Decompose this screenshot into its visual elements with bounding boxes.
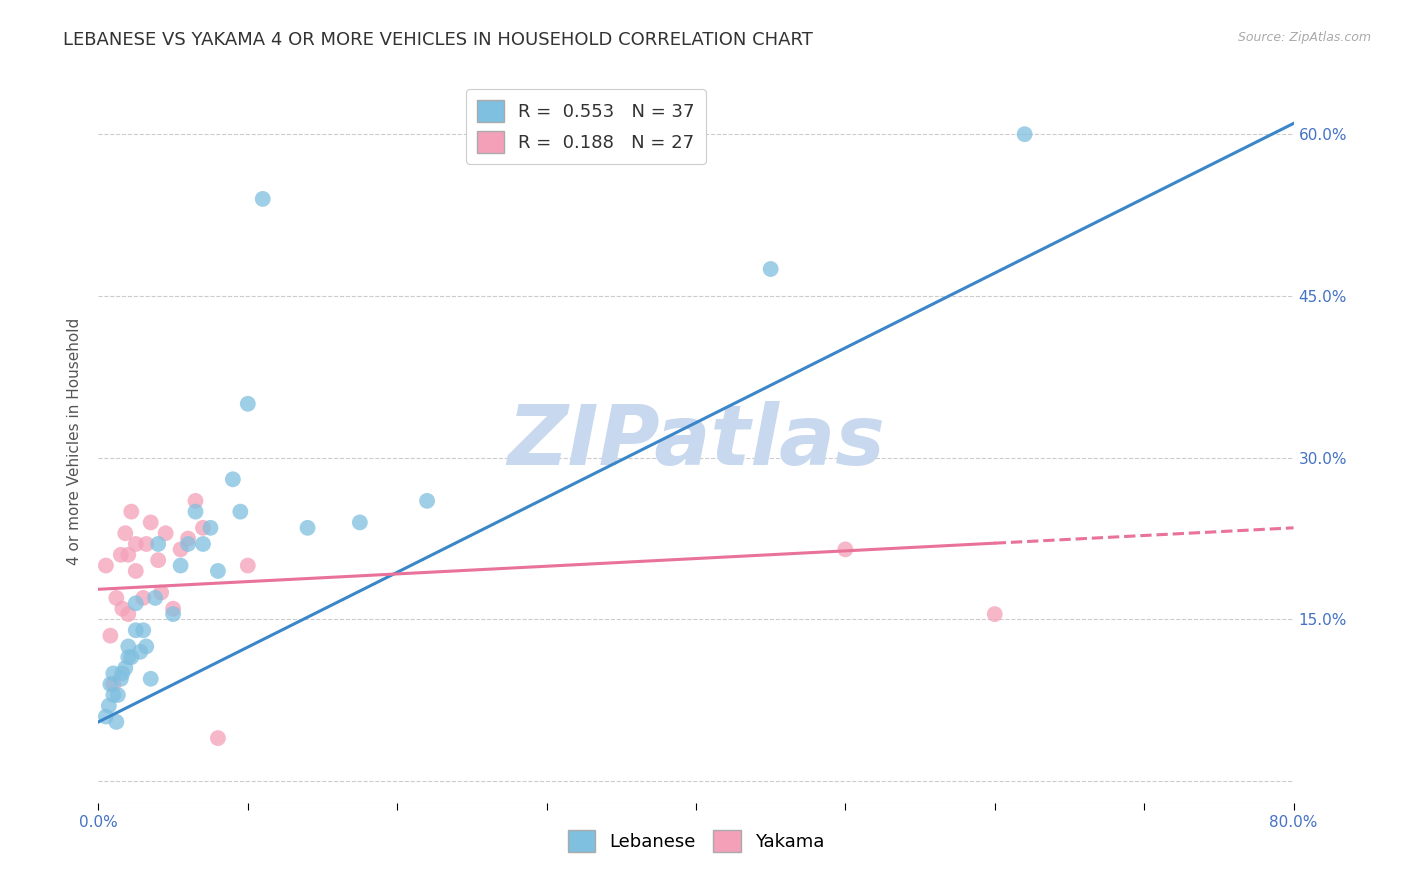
Point — [135, 537, 157, 551]
Point — [103, 666, 125, 681]
Point — [177, 532, 200, 546]
Point — [111, 666, 134, 681]
Point — [252, 192, 274, 206]
Point — [162, 607, 184, 621]
Point — [148, 537, 170, 551]
Point — [191, 537, 214, 551]
Point — [125, 537, 148, 551]
Text: LEBANESE VS YAKAMA 4 OR MORE VEHICLES IN HOUSEHOLD CORRELATION CHART: LEBANESE VS YAKAMA 4 OR MORE VEHICLES IN… — [63, 31, 813, 49]
Point — [94, 558, 117, 573]
Point — [97, 698, 120, 713]
Text: ZIPatlas: ZIPatlas — [508, 401, 884, 482]
Point — [98, 677, 122, 691]
Point — [103, 677, 125, 691]
Point — [139, 516, 162, 530]
Point — [222, 472, 245, 486]
Point — [162, 601, 184, 615]
Point — [132, 624, 155, 638]
Point — [416, 493, 439, 508]
Point — [184, 505, 207, 519]
Point — [759, 262, 782, 277]
Point — [236, 397, 259, 411]
Point — [834, 542, 856, 557]
Point — [207, 731, 229, 745]
Point — [155, 526, 177, 541]
Point — [125, 596, 148, 610]
Point — [114, 526, 136, 541]
Point — [107, 688, 129, 702]
Point — [148, 553, 170, 567]
Point — [297, 521, 319, 535]
Point — [105, 591, 128, 605]
Point — [120, 650, 142, 665]
Point — [110, 672, 132, 686]
Point — [349, 516, 371, 530]
Point — [110, 548, 132, 562]
Point — [114, 661, 136, 675]
Point — [120, 505, 142, 519]
Point — [129, 645, 152, 659]
Legend: Lebanese, Yakama: Lebanese, Yakama — [561, 822, 831, 859]
Point — [103, 688, 125, 702]
Point — [139, 672, 162, 686]
Point — [125, 624, 148, 638]
Point — [105, 714, 128, 729]
Point — [184, 493, 207, 508]
Point — [125, 564, 148, 578]
Point — [169, 558, 191, 573]
Y-axis label: 4 or more Vehicles in Household: 4 or more Vehicles in Household — [67, 318, 83, 566]
Point — [132, 591, 155, 605]
Point — [177, 537, 200, 551]
Point — [143, 591, 166, 605]
Point — [117, 650, 139, 665]
Point — [200, 521, 222, 535]
Text: Source: ZipAtlas.com: Source: ZipAtlas.com — [1237, 31, 1371, 45]
Point — [111, 601, 134, 615]
Point — [150, 585, 173, 599]
Point — [135, 640, 157, 654]
Point — [94, 709, 117, 723]
Point — [207, 564, 229, 578]
Point — [98, 629, 122, 643]
Point — [236, 558, 259, 573]
Point — [169, 542, 191, 557]
Point — [117, 640, 139, 654]
Point — [191, 521, 214, 535]
Point — [229, 505, 252, 519]
Point — [984, 607, 1007, 621]
Point — [1014, 127, 1036, 141]
Point — [117, 548, 139, 562]
Point — [117, 607, 139, 621]
